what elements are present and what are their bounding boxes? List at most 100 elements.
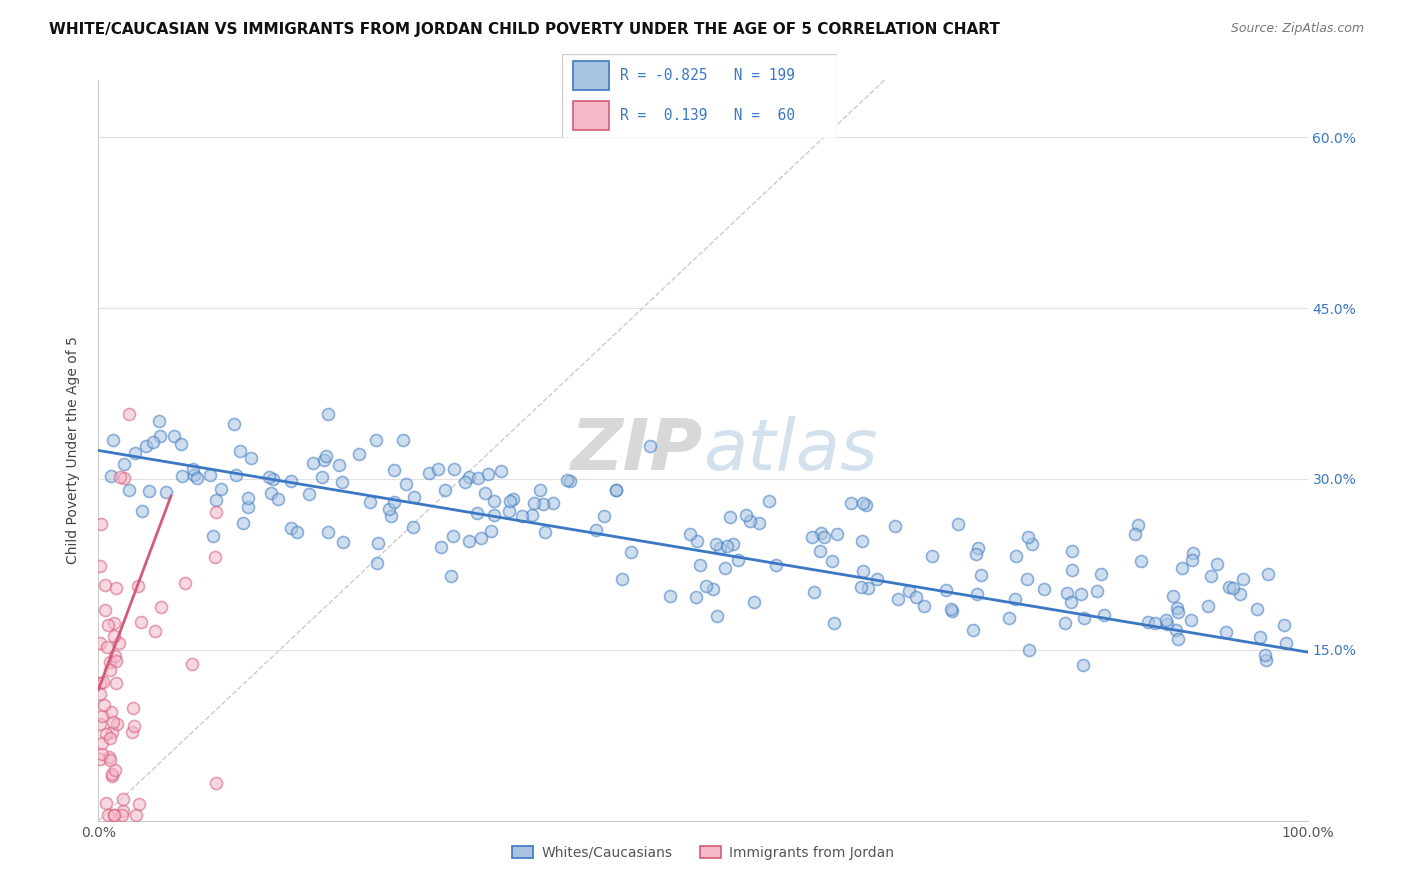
Point	[998, 611, 1021, 625]
Point	[1017, 530, 1039, 544]
Point	[1123, 526, 1146, 541]
Point	[479, 524, 502, 538]
Point	[101, 769, 124, 783]
Point	[104, 649, 127, 664]
Point	[1254, 653, 1277, 667]
Point	[183, 468, 205, 483]
Point	[311, 470, 333, 484]
Point	[98, 753, 121, 767]
Point	[89, 717, 111, 731]
Point	[101, 724, 124, 739]
Point	[904, 591, 927, 605]
Point	[695, 579, 717, 593]
Point	[1021, 537, 1043, 551]
Point	[382, 463, 405, 477]
Point	[939, 601, 962, 615]
Point	[440, 569, 463, 583]
Point	[1156, 616, 1178, 631]
Point	[1249, 630, 1271, 644]
Point	[477, 467, 499, 482]
Point	[257, 470, 280, 484]
Y-axis label: Child Poverty Under the Age of 5: Child Poverty Under the Age of 5	[66, 336, 80, 565]
Point	[110, 470, 132, 484]
Point	[1181, 546, 1204, 560]
Point	[557, 473, 579, 487]
Point	[402, 519, 425, 533]
Point	[1232, 572, 1254, 586]
Point	[467, 471, 489, 485]
Legend: Whites/Caucasians, Immigrants from Jordan: Whites/Caucasians, Immigrants from Jorda…	[506, 840, 900, 865]
Point	[1018, 642, 1040, 657]
Point	[118, 407, 141, 421]
Point	[441, 528, 464, 542]
Point	[1126, 517, 1149, 532]
Point	[429, 540, 451, 554]
Point	[457, 534, 479, 549]
Point	[93, 698, 115, 712]
Point	[382, 495, 405, 509]
Point	[297, 487, 319, 501]
Point	[239, 450, 262, 465]
Point	[1222, 582, 1244, 596]
Point	[205, 776, 228, 790]
Point	[852, 564, 875, 578]
Point	[1229, 587, 1251, 601]
Point	[100, 767, 122, 781]
Point	[965, 547, 987, 561]
Point	[742, 595, 765, 609]
Point	[702, 582, 724, 596]
Point	[1166, 601, 1188, 615]
Point	[97, 808, 120, 822]
Point	[1167, 632, 1189, 646]
Point	[122, 719, 145, 733]
Point	[966, 587, 988, 601]
Point	[605, 483, 627, 497]
Point	[91, 709, 114, 723]
Point	[851, 580, 873, 594]
Point	[200, 468, 222, 483]
Point	[125, 808, 148, 822]
Point	[204, 550, 226, 565]
Point	[222, 417, 245, 431]
Point	[287, 524, 309, 539]
Text: R = -0.825   N = 199: R = -0.825 N = 199	[620, 68, 794, 83]
Point	[823, 615, 845, 630]
Point	[765, 558, 787, 573]
Point	[232, 516, 254, 531]
Point	[98, 663, 121, 677]
Point	[921, 549, 943, 563]
Point	[1254, 648, 1277, 662]
Point	[101, 715, 124, 730]
Point	[558, 475, 581, 489]
Point	[392, 433, 415, 447]
Point	[738, 514, 761, 528]
Point	[112, 471, 135, 485]
Point	[1092, 608, 1115, 623]
Point	[97, 749, 120, 764]
Point	[104, 582, 127, 596]
Point	[94, 727, 117, 741]
Point	[89, 752, 111, 766]
Point	[718, 509, 741, 524]
Point	[605, 483, 627, 497]
Point	[1206, 558, 1229, 572]
Point	[1090, 566, 1112, 581]
Point	[205, 492, 228, 507]
Point	[714, 561, 737, 575]
Point	[380, 508, 402, 523]
Point	[704, 537, 727, 551]
Point	[808, 543, 831, 558]
Point	[610, 572, 633, 586]
Point	[105, 675, 128, 690]
Point	[1033, 582, 1056, 596]
Point	[105, 717, 128, 731]
Point	[204, 505, 226, 519]
Point	[418, 467, 440, 481]
Point	[810, 525, 832, 540]
Point	[347, 447, 370, 461]
Point	[112, 458, 135, 472]
Point	[100, 469, 122, 483]
Point	[201, 529, 224, 543]
Point	[172, 469, 194, 483]
Point	[883, 518, 905, 533]
